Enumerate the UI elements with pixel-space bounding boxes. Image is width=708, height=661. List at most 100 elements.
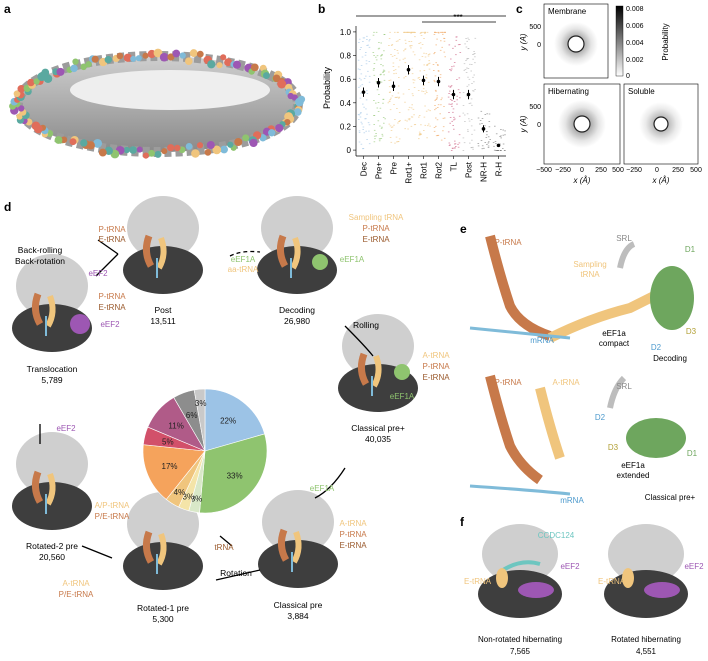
data-point	[418, 131, 421, 133]
data-point	[452, 111, 454, 113]
data-point	[423, 52, 425, 54]
srl-model-top	[617, 241, 636, 269]
ribosome-post	[123, 196, 203, 294]
data-point	[471, 104, 473, 106]
data-point	[412, 82, 415, 84]
data-point	[404, 101, 406, 103]
e-atrna2: A-tRNA	[552, 378, 580, 387]
trans-eef2-out: eEF2	[56, 424, 76, 433]
data-point	[451, 105, 453, 107]
data-point	[398, 120, 401, 122]
data-point	[453, 101, 456, 102]
post-etrna: E-tRNA	[98, 235, 126, 244]
data-point	[407, 109, 410, 111]
translocation-count: 5,789	[41, 375, 63, 385]
data-point	[443, 117, 446, 119]
data-point	[471, 83, 473, 84]
e-d3: D3	[686, 327, 697, 336]
data-point	[435, 107, 437, 109]
data-point	[388, 123, 391, 125]
data-point	[408, 89, 410, 90]
trans-etrna: E-tRNA	[98, 303, 126, 312]
data-point	[397, 122, 399, 124]
data-point	[378, 47, 381, 49]
translation-cycle-diagram: 22%33%3%3%4%17%5%11%6%3% Back-rolling Ba…	[0, 196, 450, 624]
data-point	[426, 92, 428, 93]
data-point	[456, 36, 458, 38]
nonrotated-ribosome	[478, 524, 562, 618]
data-point	[480, 140, 483, 141]
data-point	[454, 143, 456, 145]
data-point	[434, 99, 436, 101]
data-point	[464, 121, 466, 122]
data-point	[467, 68, 470, 69]
data-point	[373, 124, 375, 125]
ribosome-dot	[116, 52, 124, 60]
data-point	[384, 118, 386, 120]
ribosome-dot	[216, 62, 223, 69]
data-point	[469, 142, 471, 144]
data-point	[420, 47, 422, 49]
colorbar-tick-4: 0	[626, 73, 630, 80]
data-point	[440, 104, 442, 106]
mean-marker	[406, 67, 411, 72]
data-point	[383, 122, 385, 124]
data-point	[458, 77, 461, 79]
data-point	[468, 84, 470, 86]
ribosome-dot	[250, 63, 259, 72]
data-point	[484, 125, 486, 127]
data-point	[404, 48, 406, 50]
data-point	[435, 32, 438, 33]
data-point	[453, 128, 455, 130]
data-point	[423, 130, 425, 131]
ribosome-dot	[284, 118, 291, 126]
data-point	[423, 70, 426, 71]
cp-eef1a: eEF1A	[390, 392, 415, 401]
data-point	[441, 31, 444, 33]
data-point	[363, 78, 366, 79]
rotated1-count: 5,300	[152, 614, 174, 624]
data-point	[467, 48, 470, 49]
data-point	[467, 37, 469, 39]
data-point	[412, 108, 415, 110]
density-maps: Membrane 0.008 0.006 0.004 0.002 0 Proba…	[520, 3, 702, 185]
data-point	[394, 119, 396, 120]
x-label-right: x (Å)	[652, 176, 670, 185]
data-point	[472, 54, 474, 55]
data-point	[403, 77, 405, 79]
data-point	[375, 135, 377, 137]
data-point	[502, 129, 504, 131]
scatter-points	[357, 31, 506, 151]
data-point	[451, 66, 453, 68]
data-point	[363, 106, 365, 108]
data-point	[362, 126, 365, 128]
data-point	[407, 31, 409, 33]
data-point	[394, 69, 397, 71]
data-point	[373, 74, 376, 76]
data-point	[450, 86, 452, 88]
ribosome-particles	[9, 48, 306, 159]
e-d2: D2	[651, 343, 662, 352]
ribosome-dot	[161, 148, 168, 155]
ptrna-model	[485, 234, 552, 341]
data-point	[358, 119, 360, 120]
data-point	[468, 118, 470, 120]
data-point	[358, 130, 361, 132]
data-point	[465, 72, 468, 73]
data-point	[397, 141, 400, 142]
back-rotation-label: Back-rotation	[15, 256, 65, 266]
e-d2b: D2	[595, 413, 606, 422]
data-point	[411, 67, 414, 69]
data-point	[373, 115, 376, 116]
ribosome-dot	[212, 145, 222, 155]
cp-etrna: E-tRNA	[422, 373, 450, 382]
data-point	[395, 97, 397, 98]
data-point	[362, 129, 364, 130]
data-point	[357, 59, 360, 61]
data-point	[379, 81, 381, 83]
data-point	[474, 56, 476, 58]
data-point	[372, 34, 375, 36]
post-ptrna: P-tRNA	[98, 225, 126, 234]
data-point	[449, 117, 452, 118]
data-point	[463, 142, 466, 144]
